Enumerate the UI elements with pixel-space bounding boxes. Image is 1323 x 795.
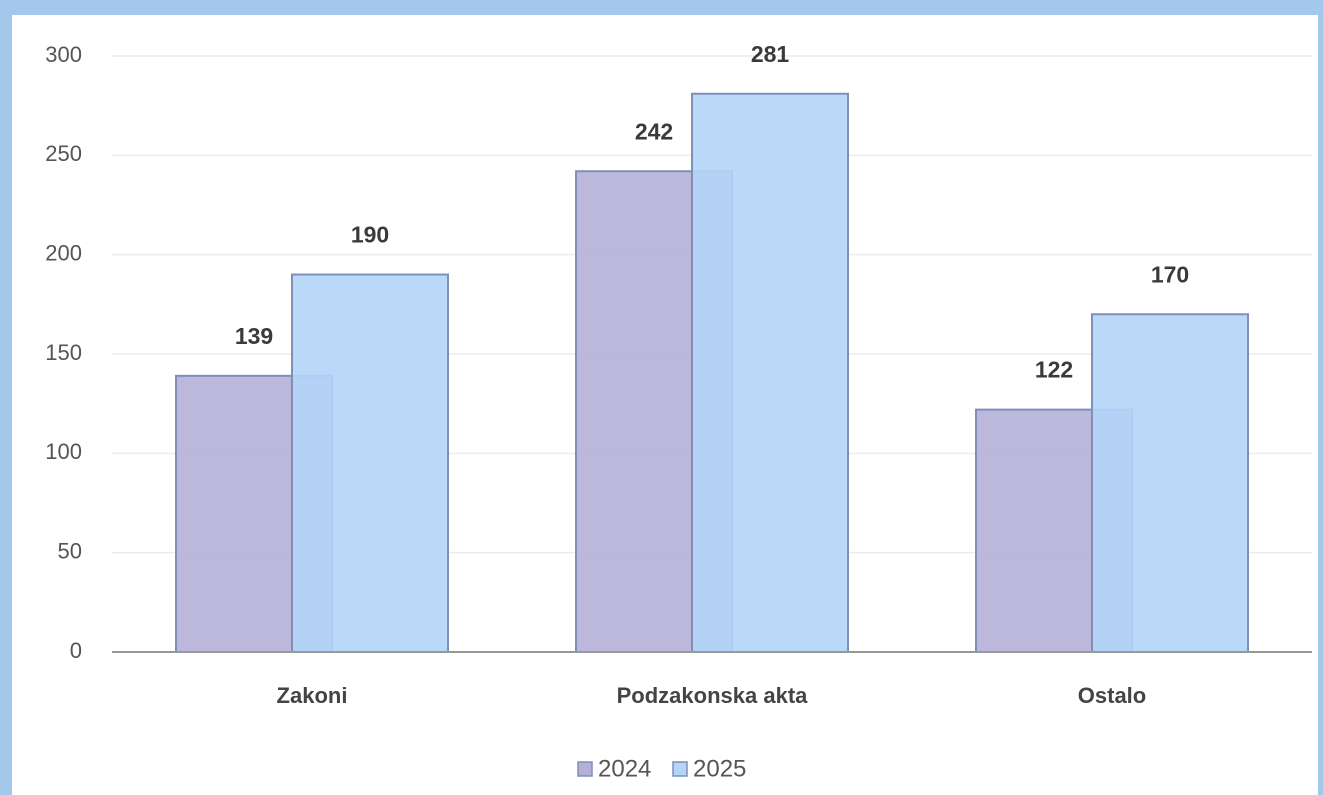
x-tick-label: Ostalo [1078, 683, 1146, 708]
y-tick-label: 100 [45, 439, 82, 464]
y-tick-label: 0 [70, 638, 82, 663]
bar [1091, 313, 1249, 653]
data-label: 242 [635, 118, 673, 144]
y-tick-label: 300 [45, 42, 82, 67]
bar [291, 273, 449, 653]
data-label: 122 [1035, 357, 1073, 383]
x-tick-label: Zakoni [277, 683, 348, 708]
y-tick-label: 200 [45, 240, 82, 265]
legend-swatch [672, 761, 688, 777]
data-label: 170 [1151, 261, 1189, 287]
data-label: 139 [235, 323, 273, 349]
bar [691, 92, 849, 654]
data-label: 281 [751, 41, 790, 67]
data-label: 190 [351, 222, 389, 248]
y-tick-label: 150 [45, 340, 82, 365]
y-tick-label: 50 [58, 538, 82, 563]
legend-label: 2025 [693, 755, 746, 782]
x-tick-label: Podzakonska akta [617, 683, 809, 708]
legend-label: 2024 [598, 755, 651, 782]
legend-swatch [577, 761, 593, 777]
y-tick-label: 250 [45, 141, 82, 166]
